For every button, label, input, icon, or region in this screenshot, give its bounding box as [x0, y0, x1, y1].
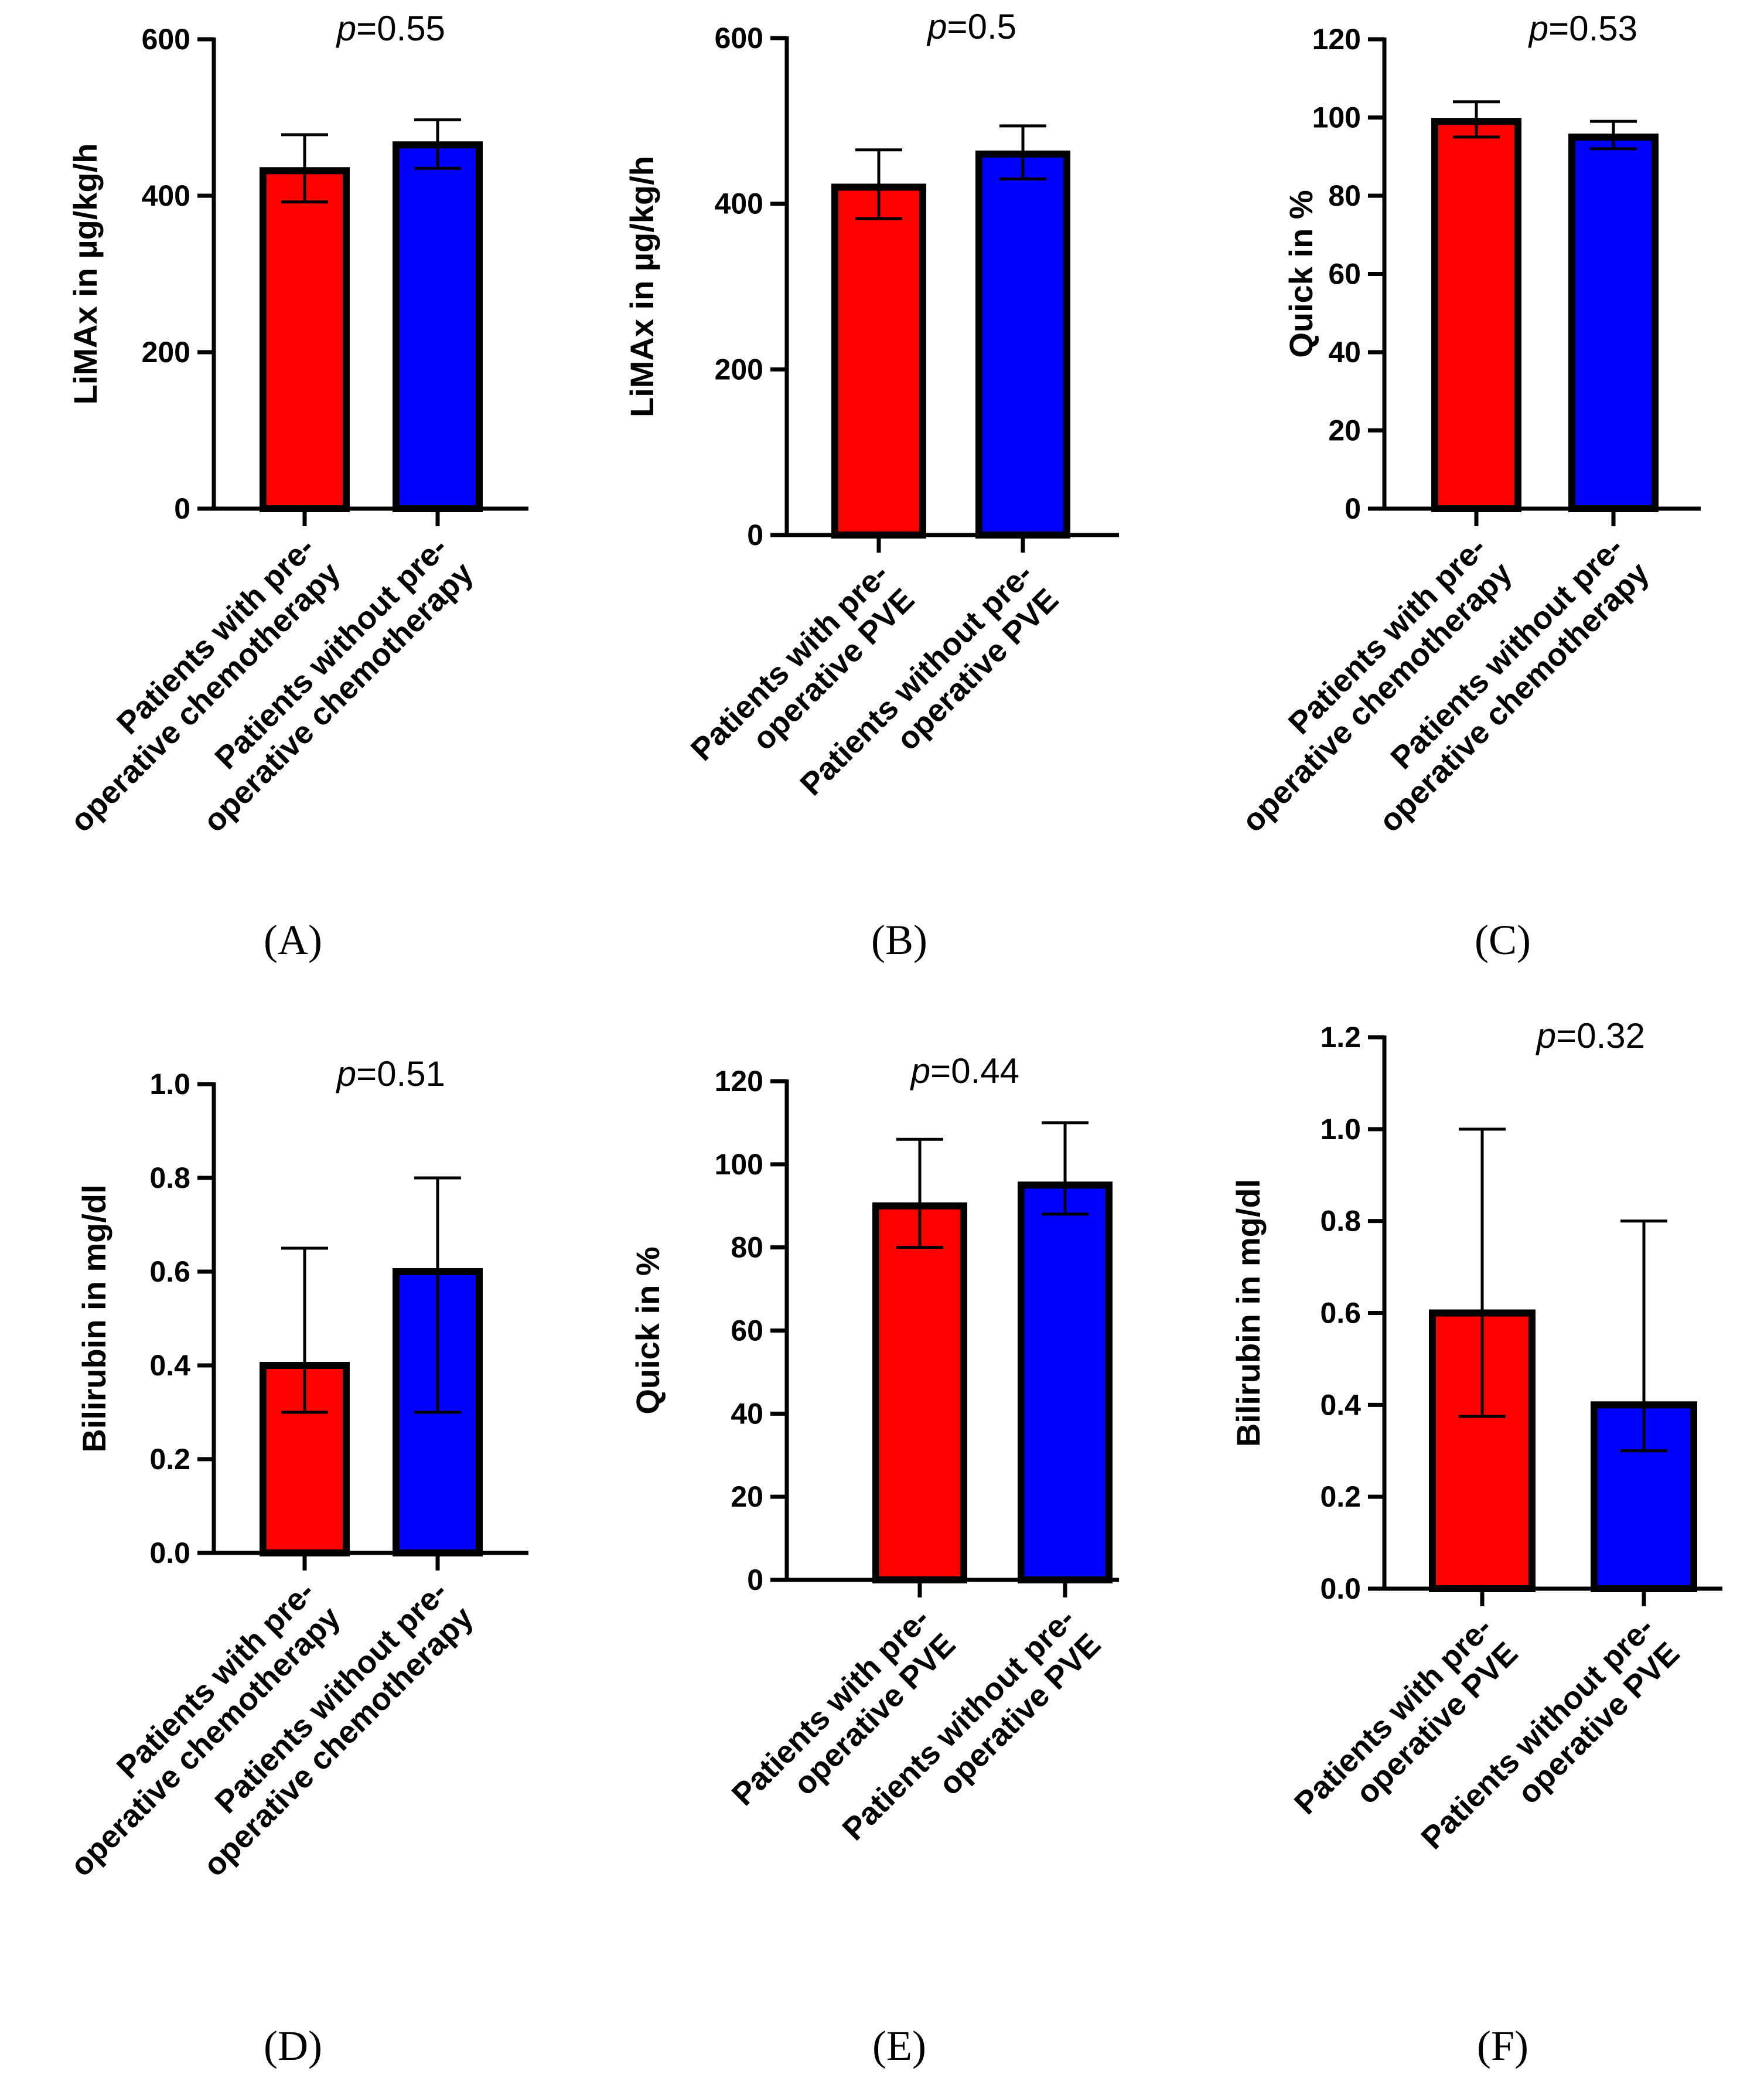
y-tick-label: 40	[731, 1397, 763, 1430]
error-bar-without	[414, 118, 461, 170]
y-tick-label: 0.4	[1320, 1388, 1361, 1421]
error-bar-with	[855, 148, 902, 220]
p-value-number: =0.44	[930, 1051, 1019, 1091]
bar-without	[1018, 1181, 1113, 1583]
y-tick-label: 120	[715, 1065, 763, 1098]
error-bar-with	[281, 1246, 328, 1414]
y-tick-label: 20	[1328, 414, 1361, 447]
p-value: p=0.44	[910, 1051, 1019, 1091]
category-label-with: Patients with pre-operative PVE	[1288, 1610, 1525, 1821]
p-value: p=0.51	[336, 1054, 445, 1093]
y-tick-label: 0	[1345, 492, 1361, 525]
y-tick-label: 0.6	[149, 1255, 190, 1288]
y-tick-label: 120	[1312, 23, 1361, 56]
panel-label: (D)	[264, 2022, 322, 2069]
p-value-number: =0.51	[356, 1054, 445, 1093]
y-tick-label: 600	[715, 22, 763, 54]
panel-label: (F)	[1477, 2022, 1528, 2069]
p-value: p=0.55	[336, 9, 445, 48]
y-tick-label: 1.0	[149, 1068, 190, 1101]
p-value: p=0.5	[926, 7, 1016, 46]
p-value-number: =0.5	[947, 7, 1016, 46]
panel-f: 0.0 0.2 0.4 0.6 0.8 1.0 1.2 Bilirubin in mg/dl p…	[1230, 1016, 1722, 2069]
p-value-symbol: p	[336, 1054, 356, 1093]
y-axis-label: Bilirubin in mg/dl	[76, 1184, 112, 1452]
y-tick-label: 1.0	[1320, 1113, 1361, 1146]
p-value-number: =0.53	[1548, 9, 1637, 48]
bar-without	[1568, 133, 1659, 512]
y-tick-label: 0.2	[1320, 1480, 1361, 1513]
y-axis-label: Bilirubin in mg/dl	[1230, 1179, 1267, 1447]
y-tick-label: 200	[715, 353, 763, 386]
y-tick-label: 80	[731, 1231, 763, 1264]
p-value: p=0.32	[1536, 1016, 1645, 1055]
bar-without	[393, 141, 483, 513]
y-tick-label: 0.6	[1320, 1297, 1361, 1330]
y-axis-label: LiMAx in µg/kg/h	[67, 143, 104, 404]
category-label-with: Patients with pre-operative PVE	[684, 556, 922, 768]
y-tick-label: 100	[715, 1148, 763, 1181]
p-value-number: =0.32	[1556, 1016, 1645, 1055]
p-value-number: =0.55	[356, 9, 445, 48]
p-value-symbol: p	[1536, 1016, 1556, 1055]
panel-e: 0 20 40 60 80 100 120 Quick in % p=0.44 Patients …	[629, 1051, 1119, 2069]
error-bar-without	[1590, 120, 1637, 151]
p-value-symbol: p	[1528, 9, 1548, 48]
panel-d: 0.0 0.2 0.4 0.6 0.8 1.0 Bilirubin in mg/dl p=0.…	[64, 1054, 528, 2069]
y-tick-label: 0.0	[1320, 1572, 1361, 1605]
y-tick-label: 60	[1328, 258, 1361, 291]
bar-with	[1431, 118, 1521, 513]
y-tick-label: 0.4	[149, 1349, 190, 1382]
y-tick-label: 1.2	[1320, 1021, 1361, 1054]
bar-with	[260, 167, 350, 512]
y-tick-label: 0.2	[149, 1443, 190, 1476]
y-tick-label: 0.8	[1320, 1205, 1361, 1238]
y-tick-label: 400	[715, 188, 763, 220]
y-axis-label: LiMAx in µg/kg/h	[623, 156, 660, 417]
error-bar-with	[896, 1137, 943, 1249]
y-tick-label: 600	[142, 23, 190, 56]
y-tick-label: 0.0	[149, 1537, 190, 1569]
p-value-symbol: p	[926, 7, 947, 46]
panel-label: (A)	[264, 917, 322, 963]
error-bar-without	[1042, 1121, 1089, 1216]
p-value-symbol: p	[336, 9, 356, 48]
y-axis-label: Quick in %	[1282, 190, 1319, 357]
y-tick-label: 80	[1328, 179, 1361, 212]
error-bar-with	[1459, 1127, 1506, 1418]
y-tick-label: 0	[747, 519, 763, 551]
error-bar-without	[1620, 1219, 1667, 1453]
bar-with	[872, 1202, 967, 1583]
y-tick-label: 200	[142, 336, 190, 369]
error-bar-with	[1453, 100, 1500, 139]
y-tick-label: 0	[747, 1563, 763, 1596]
y-tick-label: 60	[731, 1314, 763, 1347]
panel-b: 0 200 400 600 LiMAx in µg/kg/h p=0.5 Patients …	[623, 7, 1119, 963]
p-value: p=0.53	[1528, 9, 1637, 48]
panel-label: (B)	[871, 917, 927, 963]
panel-label: (E)	[872, 2022, 926, 2069]
error-bar-without	[999, 124, 1046, 180]
y-tick-label: 100	[1312, 101, 1361, 134]
y-axis-label: Quick in %	[629, 1246, 666, 1414]
error-bar-with	[281, 133, 328, 204]
p-value-symbol: p	[910, 1051, 930, 1091]
y-tick-label: 40	[1328, 336, 1361, 369]
category-label-with: Patients with pre-operative PVE	[725, 1601, 963, 1813]
bar-without	[975, 150, 1070, 539]
y-tick-label: 400	[142, 179, 190, 212]
bar-with	[831, 183, 926, 539]
panel-label: (C)	[1475, 917, 1531, 963]
y-tick-label: 20	[731, 1480, 763, 1513]
y-tick-label: 0	[174, 492, 190, 525]
error-bar-without	[414, 1176, 461, 1414]
y-tick-label: 0.8	[149, 1161, 190, 1194]
